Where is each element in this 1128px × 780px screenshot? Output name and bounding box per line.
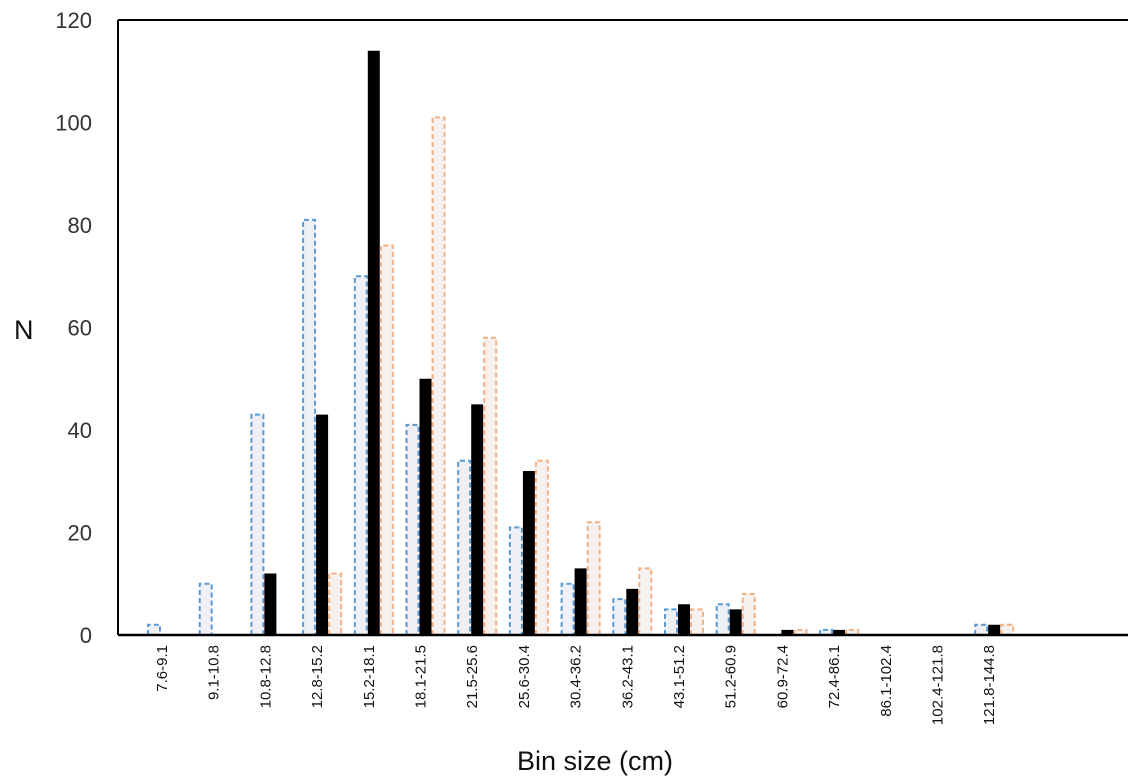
bar-outline-series-3	[328, 572, 343, 635]
x-tick-label: 9.1-10.8	[206, 645, 223, 700]
bar-series-2	[471, 404, 484, 635]
bar-outline-series-3	[379, 244, 394, 635]
bar-series-3	[742, 594, 755, 635]
y-tick-label: 0	[80, 623, 92, 648]
bar-series-2	[264, 573, 277, 635]
bar-series-2	[522, 471, 535, 635]
bar-series-1	[975, 624, 988, 635]
bar-outline-series-1	[353, 275, 368, 635]
x-tick-labels: 7.6-9.1 9.1-10.8 10.8-12.8 12.8-15.2 15.2-18…	[154, 645, 998, 725]
x-tick-label: 10.8-12.8	[257, 645, 274, 708]
bar-outline-series-1	[612, 598, 627, 635]
x-tick-label: 30.4-36.2	[568, 645, 585, 708]
bar-outline-series-1	[560, 582, 575, 635]
bar-outline-series-1	[457, 459, 472, 635]
axes-layer	[117, 19, 1128, 637]
x-tick-label: 15.2-18.1	[361, 645, 378, 708]
bar-outline-series-1	[147, 623, 161, 635]
bar-outline-series-1	[198, 582, 213, 635]
y-axis-title: N	[14, 315, 34, 345]
y-tick-label: 120	[55, 8, 92, 33]
bar-outline-series-3	[690, 608, 704, 635]
bar-series-1	[561, 583, 574, 635]
bar-outline-series-3	[845, 628, 860, 635]
x-tick-label: 25.6-30.4	[516, 645, 533, 708]
bar-series-3	[329, 573, 342, 635]
bar-series-2	[574, 568, 587, 635]
x-tick-label: 43.1-51.2	[671, 645, 688, 708]
x-tick-label: 21.5-25.6	[464, 645, 481, 708]
bar-outline-series-3	[793, 628, 808, 635]
bar-series-1	[509, 527, 522, 635]
bar-outline-series-1	[405, 423, 420, 635]
x-tick-label: 18.1-21.5	[413, 645, 430, 708]
bar-series-2	[833, 629, 846, 635]
bars-layer	[147, 50, 1015, 635]
bar-series-1	[820, 629, 833, 635]
y-tick-label: 40	[68, 418, 92, 443]
bar-outline-series-1	[664, 608, 678, 635]
bar-series-2	[626, 588, 639, 635]
bar-outline-series-1	[819, 628, 834, 635]
x-tick-label: 7.6-9.1	[154, 645, 171, 692]
bar-outline-series-1	[250, 413, 265, 635]
x-tick-label: 60.9-72.4	[774, 645, 791, 708]
bar-series-3	[432, 117, 445, 635]
bar-outline-series-3	[534, 459, 549, 635]
bar-series-3	[380, 245, 393, 635]
bar-series-3	[846, 629, 859, 635]
y-tick-label: 60	[68, 316, 92, 341]
bar-series-1	[716, 604, 729, 635]
bar-series-3	[535, 460, 548, 635]
bar-series-3	[587, 522, 600, 635]
x-tick-label: 86.1-102.4	[878, 645, 895, 717]
x-tick-label: 36.2-43.1	[619, 645, 636, 708]
bar-series-1	[458, 460, 471, 635]
bar-series-2	[316, 414, 329, 635]
y-tick-label: 20	[68, 521, 92, 546]
x-tick-label: 72.4-86.1	[826, 645, 843, 708]
bar-outline-series-3	[483, 336, 498, 635]
bar-series-1	[199, 583, 212, 635]
bar-outline-series-1	[974, 623, 989, 635]
y-tick-label: 80	[68, 213, 92, 238]
bar-series-3	[484, 337, 497, 635]
bar-outline-series-1	[508, 526, 523, 635]
x-tick-label: 51.2-60.9	[723, 645, 740, 708]
bar-series-1	[665, 609, 677, 635]
y-tick-labels: 0 20 40 60 80 100 120	[55, 8, 92, 648]
bar-series-2	[678, 604, 690, 635]
bar-series-1	[303, 219, 316, 635]
y-tick-label: 100	[55, 111, 92, 136]
bar-series-3	[639, 568, 652, 635]
bar-outline-series-3	[638, 567, 653, 635]
bar-outline-series-3	[431, 116, 446, 635]
bar-outline-series-3	[1000, 623, 1015, 635]
bar-series-3	[691, 609, 703, 635]
bar-outline-series-1	[715, 603, 730, 635]
bar-outline-series-3	[586, 521, 601, 635]
bar-series-1	[613, 599, 626, 635]
bar-series-1	[354, 276, 367, 635]
x-tick-label: 12.8-15.2	[309, 645, 326, 708]
bar-series-3	[794, 629, 807, 635]
bar-series-2	[729, 609, 742, 635]
bar-series-3	[1001, 624, 1014, 635]
bar-series-1	[251, 414, 264, 635]
bar-outline-series-3	[741, 593, 756, 635]
bar-series-1	[148, 624, 160, 635]
bar-series-2	[419, 378, 432, 635]
bar-series-2	[781, 629, 794, 635]
x-tick-label: 121.8-144.8	[981, 645, 998, 725]
x-axis-title: Bin size (cm)	[517, 746, 673, 776]
x-tick-label: 102.4-121.8	[930, 645, 947, 725]
bar-series-2	[367, 50, 380, 635]
bar-outline-series-1	[302, 218, 317, 635]
bar-series-2	[988, 624, 1001, 635]
bar-series-1	[406, 424, 419, 635]
